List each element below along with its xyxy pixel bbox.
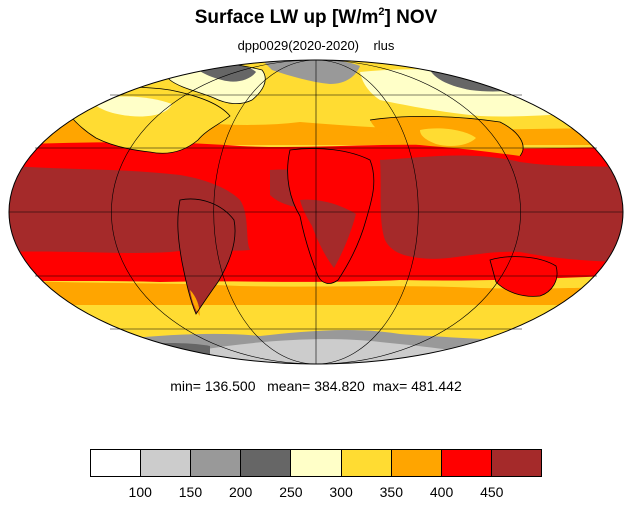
legend-swatch-2 [190, 449, 241, 477]
legend-tick-label: 300 [329, 484, 353, 500]
legend-swatch-7 [440, 449, 491, 477]
coastlines [59, 60, 558, 315]
legend-tick-label: 100 [128, 484, 152, 500]
legend-swatch-5 [340, 449, 391, 477]
map-subtitle: dpp0029(2020-2020) rlus [237, 38, 395, 53]
map-title: Surface LW up [W/m2] NOV [194, 6, 438, 28]
legend-swatch-8 [490, 449, 542, 477]
legend-tick-label: 350 [379, 484, 404, 500]
legend-tick-label: 400 [429, 484, 454, 500]
legend-swatch-4 [290, 449, 341, 477]
world-map [8, 59, 624, 365]
statistics-text: min= 136.500 mean= 384.820 max= 481.442 [170, 378, 462, 394]
map-outline [8, 59, 624, 365]
legend-swatch-1 [140, 449, 191, 477]
legend-swatch-3 [240, 449, 291, 477]
legend-swatch-6 [390, 449, 441, 477]
color-legend [90, 449, 542, 477]
legend-tick-label: 150 [178, 484, 203, 500]
legend-tick-label: 250 [279, 484, 303, 500]
legend-swatch-0 [90, 449, 141, 477]
legend-tick-label: 450 [480, 484, 504, 500]
legend-tick-label: 200 [228, 484, 253, 500]
